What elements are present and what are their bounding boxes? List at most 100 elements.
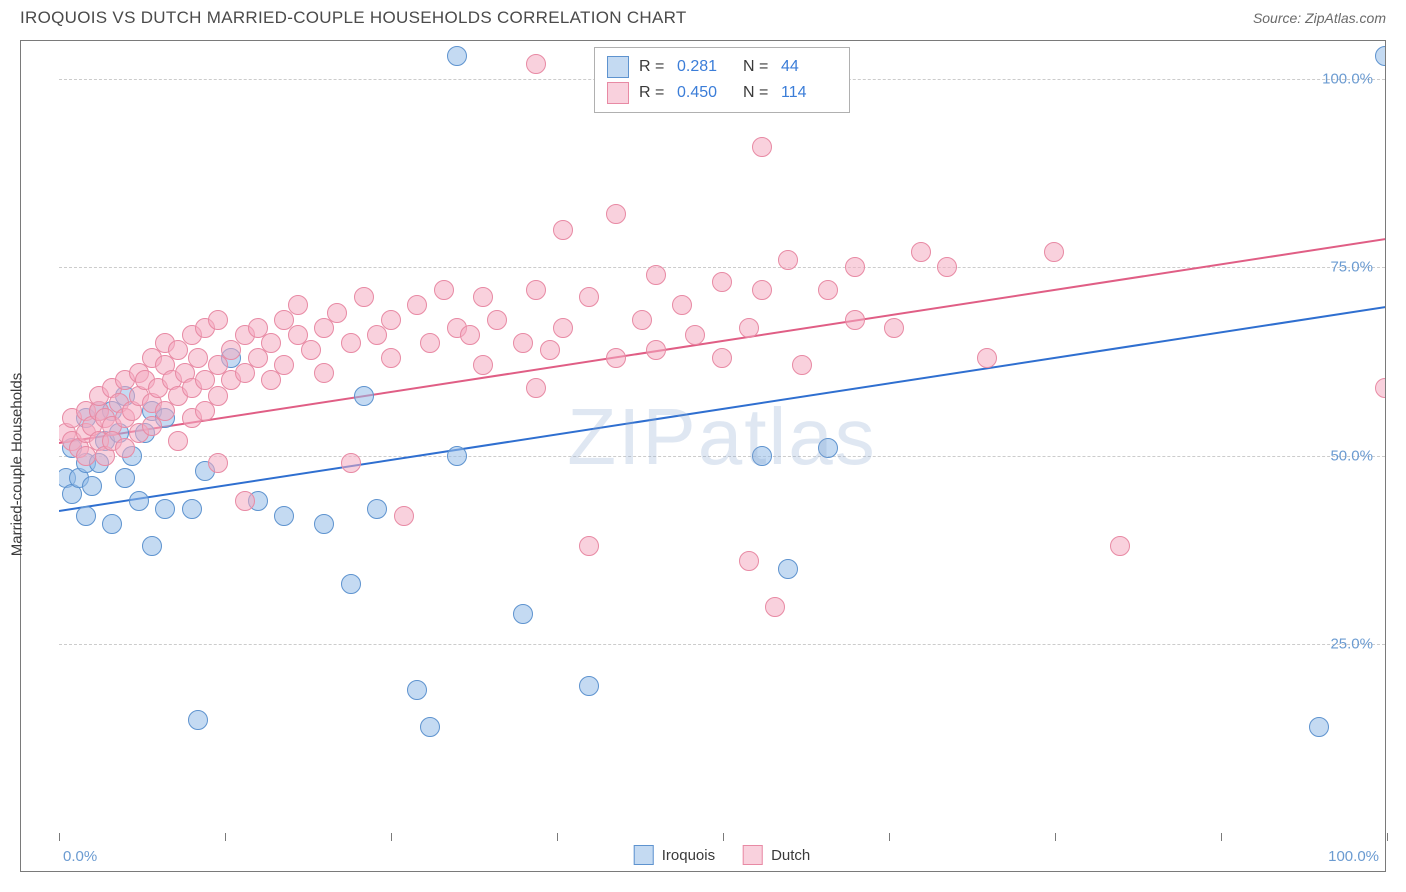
scatter-point [188, 348, 208, 368]
scatter-point [646, 265, 666, 285]
scatter-point [115, 468, 135, 488]
scatter-point [752, 280, 772, 300]
y-tick-label: 50.0% [1330, 447, 1373, 464]
scatter-point [129, 491, 149, 511]
scatter-point [235, 491, 255, 511]
scatter-point [752, 446, 772, 466]
scatter-point [261, 333, 281, 353]
x-tick [1221, 833, 1222, 841]
legend-item: Dutch [743, 845, 810, 865]
scatter-point [274, 506, 294, 526]
y-tick-label: 25.0% [1330, 636, 1373, 653]
y-tick-label: 100.0% [1322, 70, 1373, 87]
x-tick [1055, 833, 1056, 841]
scatter-point [540, 340, 560, 360]
scatter-point [845, 257, 865, 277]
scatter-point [778, 559, 798, 579]
scatter-point [208, 453, 228, 473]
stats-r-value: 0.450 [677, 84, 733, 102]
scatter-point [473, 355, 493, 375]
stats-swatch [607, 56, 629, 78]
x-tick [723, 833, 724, 841]
gridline [59, 456, 1385, 457]
scatter-point [76, 506, 96, 526]
scatter-point [155, 499, 175, 519]
scatter-point [553, 220, 573, 240]
scatter-point [341, 333, 361, 353]
x-tick [225, 833, 226, 841]
x-tick [889, 833, 890, 841]
scatter-point [884, 318, 904, 338]
scatter-point [606, 204, 626, 224]
scatter-point [526, 280, 546, 300]
stats-n-value: 44 [781, 58, 837, 76]
x-axis-min-label: 0.0% [63, 848, 97, 865]
y-axis-label: Married-couple Households [9, 373, 26, 556]
scatter-point [314, 363, 334, 383]
scatter-point [646, 340, 666, 360]
legend-item: Iroquois [634, 845, 715, 865]
scatter-point [367, 499, 387, 519]
stats-r-value: 0.281 [677, 58, 733, 76]
scatter-point [513, 604, 533, 624]
scatter-point [460, 325, 480, 345]
scatter-point [977, 348, 997, 368]
stats-swatch [607, 82, 629, 104]
scatter-point [341, 574, 361, 594]
watermark: ZIPatlas [567, 391, 876, 483]
scatter-point [739, 551, 759, 571]
plot-area: ZIPatlas R =0.281N =44R =0.450N =114 25.… [59, 41, 1385, 833]
stats-legend-box: R =0.281N =44R =0.450N =114 [594, 47, 850, 113]
scatter-point [314, 514, 334, 534]
stats-n-value: 114 [781, 84, 837, 102]
scatter-point [208, 310, 228, 330]
scatter-point [473, 287, 493, 307]
scatter-point [937, 257, 957, 277]
x-tick [557, 833, 558, 841]
scatter-point [818, 438, 838, 458]
scatter-point [1375, 378, 1385, 398]
scatter-point [407, 295, 427, 315]
scatter-point [142, 536, 162, 556]
stats-n-label: N = [743, 84, 771, 102]
stats-r-label: R = [639, 58, 667, 76]
scatter-point [182, 499, 202, 519]
x-tick [391, 833, 392, 841]
scatter-point [82, 476, 102, 496]
trend-line [59, 238, 1385, 444]
scatter-point [1309, 717, 1329, 737]
scatter-point [526, 378, 546, 398]
scatter-point [354, 386, 374, 406]
scatter-point [327, 303, 347, 323]
scatter-point [394, 506, 414, 526]
scatter-point [792, 355, 812, 375]
chart-header: IROQUOIS VS DUTCH MARRIED-COUPLE HOUSEHO… [0, 0, 1406, 32]
scatter-point [1375, 46, 1385, 66]
scatter-point [381, 310, 401, 330]
chart-source: Source: ZipAtlas.com [1253, 10, 1386, 26]
x-tick [59, 833, 60, 841]
x-axis-max-label: 100.0% [1328, 848, 1379, 865]
series-legend: Iroquois Dutch [634, 845, 811, 865]
x-axis-area: 0.0% 100.0% Iroquois Dutch [59, 833, 1385, 871]
gridline [59, 644, 1385, 645]
scatter-point [526, 54, 546, 74]
stats-r-label: R = [639, 84, 667, 102]
stats-row: R =0.281N =44 [607, 54, 837, 80]
y-tick-label: 75.0% [1330, 259, 1373, 276]
scatter-point [672, 295, 692, 315]
scatter-point [301, 340, 321, 360]
chart-title: IROQUOIS VS DUTCH MARRIED-COUPLE HOUSEHO… [20, 8, 687, 28]
chart-container: Married-couple Households ZIPatlas R =0.… [20, 40, 1386, 872]
scatter-point [579, 536, 599, 556]
scatter-point [752, 137, 772, 157]
scatter-point [420, 333, 440, 353]
scatter-point [739, 318, 759, 338]
scatter-point [845, 310, 865, 330]
scatter-point [911, 242, 931, 262]
legend-label: Dutch [771, 847, 810, 864]
scatter-point [712, 348, 732, 368]
scatter-point [447, 46, 467, 66]
scatter-point [632, 310, 652, 330]
scatter-point [288, 295, 308, 315]
